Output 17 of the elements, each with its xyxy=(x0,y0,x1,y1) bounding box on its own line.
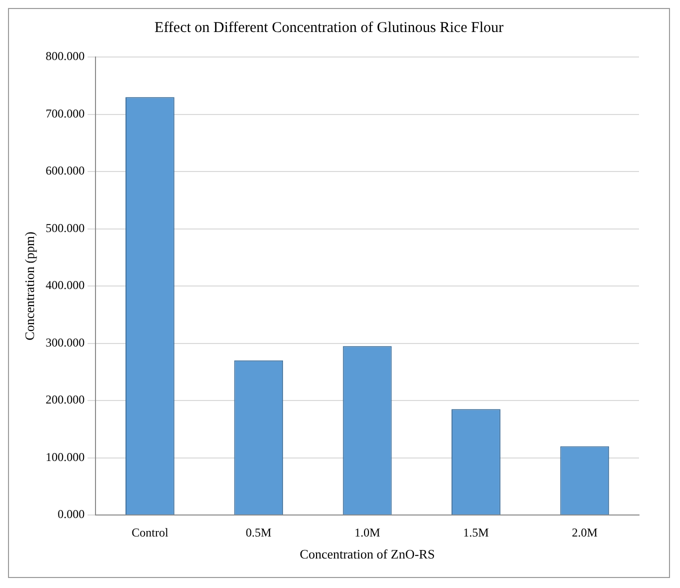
y-tick-label: 200.000 xyxy=(46,392,85,407)
y-tick-label: 600.000 xyxy=(46,164,85,178)
x-tick-label: 1.0M xyxy=(354,525,380,540)
y-tick-label: 500.000 xyxy=(46,220,85,235)
y-tick-label: 800.000 xyxy=(46,49,85,64)
x-tick-label: Control xyxy=(132,525,169,540)
x-axis-title: Concentration of ZnO-RS xyxy=(300,546,435,562)
y-tick-label: 300.000 xyxy=(46,335,85,350)
y-tick-label: 100.000 xyxy=(46,450,85,464)
y-tick-label: 400.000 xyxy=(46,278,85,292)
chart-title: Effect on Different Concentration of Glutinous Rice Flour xyxy=(154,20,504,36)
x-tick-label: 2.0M xyxy=(572,525,598,540)
x-tick-label: 0.5M xyxy=(246,525,272,540)
y-axis-title: Concentration (ppm) xyxy=(22,232,38,340)
x-tick-label: 1.5M xyxy=(463,525,490,540)
y-tick-label: 0.000 xyxy=(58,507,85,522)
y-tick-label: 700.000 xyxy=(46,106,85,120)
